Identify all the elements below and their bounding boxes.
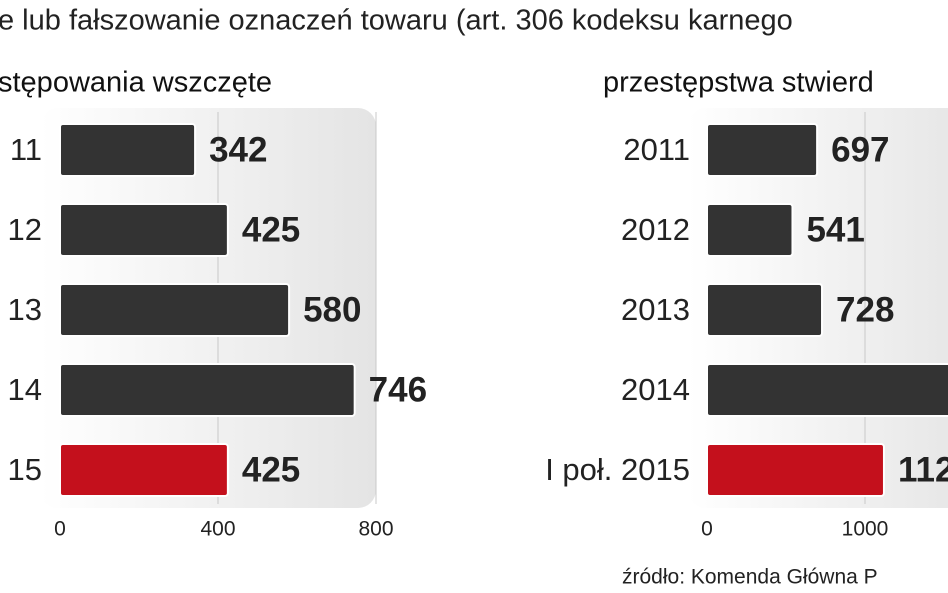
bar bbox=[706, 203, 794, 257]
x-tick-label: 800 bbox=[358, 518, 393, 541]
bar bbox=[706, 123, 819, 177]
page-title: e lub fałszowanie oznaczeń towaru (art. … bbox=[0, 5, 793, 37]
value-label: 697 bbox=[831, 130, 889, 169]
value-label: 541 bbox=[806, 210, 864, 249]
category-label: 11 bbox=[10, 132, 42, 167]
category-label: 2011 bbox=[623, 132, 690, 167]
bar bbox=[59, 363, 356, 417]
category-label: 14 bbox=[8, 372, 42, 407]
chart-title: przestępstwa stwierd bbox=[603, 67, 874, 99]
category-label: 15 bbox=[8, 452, 42, 487]
category-label: 2013 bbox=[621, 292, 690, 327]
source: źródło: Komenda Główna P bbox=[622, 566, 878, 589]
value-label: 580 bbox=[303, 290, 361, 329]
value-label: 728 bbox=[836, 290, 894, 329]
value-label: 342 bbox=[209, 130, 267, 169]
x-tick-label: 1000 bbox=[842, 518, 889, 541]
value-label: 746 bbox=[369, 370, 427, 409]
bar bbox=[59, 123, 197, 177]
bar bbox=[59, 283, 291, 337]
x-tick-label: 0 bbox=[701, 518, 713, 541]
category-label: 2012 bbox=[621, 212, 690, 247]
category-label: 13 bbox=[8, 292, 42, 327]
bar bbox=[706, 283, 824, 337]
x-tick-label: 400 bbox=[200, 518, 235, 541]
value-label: 1120 bbox=[898, 450, 948, 489]
bar bbox=[706, 443, 885, 497]
value-label: 425 bbox=[242, 450, 300, 489]
bar bbox=[59, 203, 229, 257]
value-label: 425 bbox=[242, 210, 300, 249]
x-tick-label: 0 bbox=[54, 518, 66, 541]
category-label: I poł. 2015 bbox=[545, 452, 690, 487]
chart-title: stępowania wszczęte bbox=[0, 67, 272, 99]
category-label: 12 bbox=[8, 212, 42, 247]
category-label: 2014 bbox=[621, 372, 690, 407]
bar bbox=[59, 443, 229, 497]
bar bbox=[706, 363, 948, 417]
